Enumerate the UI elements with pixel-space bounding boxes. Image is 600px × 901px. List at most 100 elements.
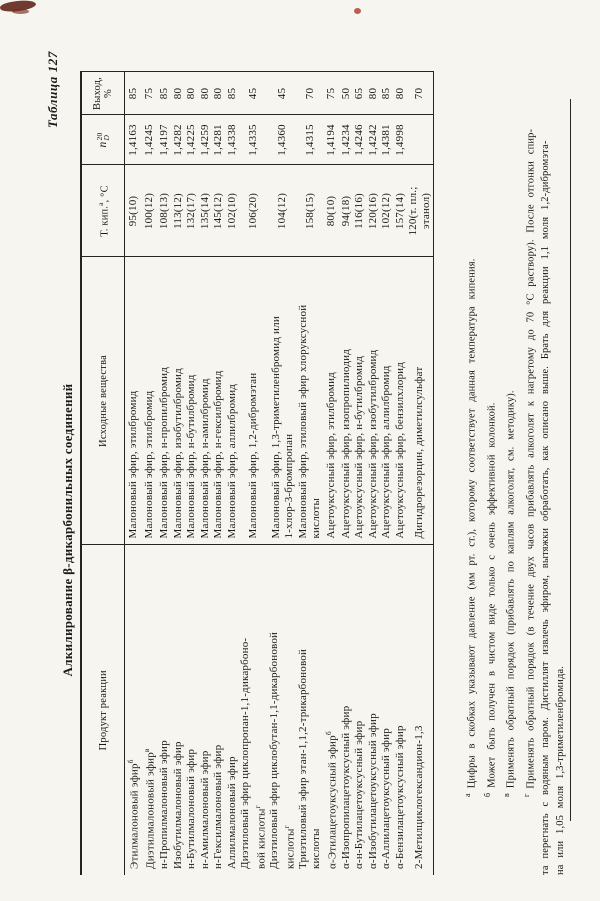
boiling-point-cell: 157(14) xyxy=(393,165,407,257)
table-row: н-Гексилмалоновый эфир Малоновый эфир, н-… xyxy=(211,72,226,875)
refractive-index-cell: 1,4194 xyxy=(323,115,340,165)
table-row: Триэтиловый эфир этан-1,1,2-трикарбоново… xyxy=(297,72,323,875)
refractive-index-cell: 1,4163 xyxy=(124,115,142,165)
reactants-cell: Дигидрорезорцин, диметилсульфат xyxy=(406,257,434,545)
footnote-text: на или 1,05 моля 1,3-триметиленбромида. xyxy=(555,665,566,875)
product-name: Этилмалоновый эфир xyxy=(128,763,141,869)
table-row: н-Бутилмалоновый эфир Малоновый эфир, н-б… xyxy=(184,72,199,875)
yield-cell: 85 xyxy=(225,72,239,115)
yield-cell: 45 xyxy=(238,72,269,115)
footnote-text: Цифры в скобках указывают давление (мм р… xyxy=(466,258,478,789)
boiling-point-cell: 120(16) xyxy=(366,165,380,257)
table-row: α-Аллилацетоуксусный эфир Ацетоуксусный э… xyxy=(379,72,394,875)
table-title: Алкилирование β-дикарбонильных соединени… xyxy=(60,383,75,677)
yield-cell: 80 xyxy=(366,72,380,115)
product-name: 2-Метилциклогександион-1,3 xyxy=(413,725,426,869)
table-row: н-Пропилмалоновый эфир Малоновый эфир, н-… xyxy=(157,72,172,875)
product-cell: α-н-Бутилацетоуксусный эфир xyxy=(353,545,367,875)
column-header-refractive-index: n 20 D xyxy=(81,115,125,165)
boiling-point-cell: 116(16) xyxy=(352,165,367,257)
reactants-cell: Малоновый эфир, аллилбромид xyxy=(225,257,239,545)
refractive-index-cell: 1,4335 xyxy=(238,115,269,165)
table-row: Диэтиловый эфир циклобутан-1,1-дикарбоно… xyxy=(268,72,298,875)
reactants-cell: Ацетоуксусный эфир, изопропилиодид xyxy=(339,257,353,545)
table-row: Аллилмалоновый эфир Малоновый эфир, аллил… xyxy=(225,72,239,875)
footnote-divider-rule xyxy=(570,99,572,821)
reactants-cell: Малоновый эфир, этилбромид xyxy=(124,257,142,545)
table-row: α-Изобутилацетоуксусный эфир Ацетоуксусны… xyxy=(366,72,380,875)
footnote-text: Применять обратный порядок (в течение дв… xyxy=(525,128,536,789)
boiling-point-cell: 158(15) xyxy=(297,165,323,257)
bp-header-units: , °С xyxy=(99,185,111,203)
footnote-line: та перегнать с водяным паром. Дистиллят … xyxy=(538,75,553,875)
refractive-index-cell: 1,4998 xyxy=(393,115,407,165)
reactants-cell: Малоновый эфир, этиловый эфир хлоруксусн… xyxy=(297,257,323,545)
product-cell: Изобутилмалоновый эфир xyxy=(171,545,185,875)
product-cell: α-Бензилацетоуксусный эфир xyxy=(393,545,407,875)
boiling-point-cell: 120(т. пл.; этанол) xyxy=(406,165,434,257)
refractive-index-cell: 1,4259 xyxy=(198,115,212,165)
product-cell: Этилмалоновый эфирб xyxy=(125,545,142,875)
footnote-line: на или 1,05 моля 1,3-триметиленбромида. xyxy=(553,75,568,875)
table-row: α-Этилацетоуксусный эфирб Ацетоуксусный э… xyxy=(323,72,340,875)
reactants-cell: Малоновый эфир, изобутилбромид xyxy=(171,257,185,545)
footnote-text: Применять обратный порядок (прибавлять п… xyxy=(505,390,517,789)
boiling-point-cell: 100(12) xyxy=(141,165,158,257)
boiling-point-cell: 102(10) xyxy=(225,165,239,257)
product-cell: н-Бутилмалоновый эфир xyxy=(185,545,199,875)
yield-cell: 80 xyxy=(211,72,226,115)
footnote-ref-a: а xyxy=(95,202,105,206)
table-row: Диэтиловый эфир циклопропан-1,1-дикарбон… xyxy=(238,72,269,875)
product-name: Диэтиловый эфир циклобутан-1,1-дикарбоно… xyxy=(268,631,297,869)
product-cell: α-Аллилацетоуксусный эфир xyxy=(380,545,394,875)
yield-cell: 85 xyxy=(124,72,142,115)
yield-cell: 65 xyxy=(352,72,367,115)
reactants-cell: Малоновый эфир, этилбромид xyxy=(141,257,158,545)
product-cell: α-Изобутилацетоуксусный эфир xyxy=(366,545,380,875)
refractive-index-cell: 1,4381 xyxy=(379,115,394,165)
footnote-text: Может быть получен в чистом виде только … xyxy=(486,402,497,788)
nd20-symbol: n 20 D xyxy=(94,132,112,148)
product-cell: н-Пропилмалоновый эфир xyxy=(158,545,172,875)
data-table: Продукт реакции Исходные вещества Т. кип… xyxy=(80,71,434,875)
refractive-index-cell: 1,4315 xyxy=(297,115,323,165)
yield-cell: 80 xyxy=(171,72,185,115)
table-row: Этилмалоновый эфирб Малоновый эфир, этилб… xyxy=(124,72,142,875)
yield-cell: 85 xyxy=(157,72,172,115)
reactants-cell: Малоновый эфир, н-амилбромид xyxy=(198,257,212,545)
yield-cell: 50 xyxy=(339,72,353,115)
footnote-text: та перегнать с водяным паром. Дистиллят … xyxy=(540,140,551,875)
footnote-marker: в xyxy=(502,793,511,797)
reactants-cell: Ацетоуксусный эфир, этилбромид xyxy=(323,257,340,545)
boiling-point-cell: 135(14) xyxy=(198,165,212,257)
table-row: н-Амилмалоновый эфир Малоновый эфир, н-ам… xyxy=(198,72,212,875)
reactants-cell: Малоновый эфир, 1,3-триметиленбромид или… xyxy=(268,257,298,545)
reactants-cell: Ацетоуксусный эфир, изобутилбромид xyxy=(366,257,380,545)
product-name: α-Этилацетоуксусный эфир xyxy=(326,735,339,869)
refractive-index-cell xyxy=(406,115,434,165)
refractive-index-cell: 1,4242 xyxy=(366,115,380,165)
table-number-label: Таблица 127 xyxy=(45,51,60,129)
reactants-cell: Малоновый эфир, н-пропилбромид xyxy=(157,257,172,545)
table-row: Диэтилмалоновый эфирв Малоновый эфир, эти… xyxy=(141,72,158,875)
footnotes-block: а Цифры в скобках указывают давление (мм … xyxy=(460,75,568,875)
product-cell: 2-Метилциклогександион-1,3 xyxy=(407,545,433,875)
table-header-row: Продукт реакции Исходные вещества Т. кип… xyxy=(81,72,125,875)
boiling-point-cell: 94(18) xyxy=(339,165,353,257)
reactants-cell: Ацетоуксусный эфир, аллилбромид xyxy=(379,257,394,545)
product-name: н-Бутилмалоновый эфир xyxy=(185,748,198,869)
product-name: α-Изобутилацетоуксусный эфир xyxy=(366,713,379,869)
footnote-ref: г xyxy=(281,825,291,829)
footnote-marker: б xyxy=(482,792,492,797)
product-cell: α-Изопропилацетоуксусный эфир xyxy=(339,545,353,875)
table-row: α-н-Бутилацетоуксусный эфир Ацетоуксусный… xyxy=(352,72,367,875)
product-cell: Диэтиловый эфир циклобутан-1,1-дикарбоно… xyxy=(268,545,297,875)
footnote-ref: б xyxy=(126,759,135,764)
bp-header-text: Т. кип. xyxy=(99,205,111,237)
reactants-cell: Ацетоуксусный эфир, бензилхлорид xyxy=(393,257,407,545)
footnote-marker: а xyxy=(463,793,472,797)
yield-cell: 80 xyxy=(198,72,212,115)
product-name: α-Изопропилацетоуксусный эфир xyxy=(339,705,352,869)
boiling-point-cell: 113(12) xyxy=(171,165,185,257)
boiling-point-cell: 108(13) xyxy=(157,165,172,257)
